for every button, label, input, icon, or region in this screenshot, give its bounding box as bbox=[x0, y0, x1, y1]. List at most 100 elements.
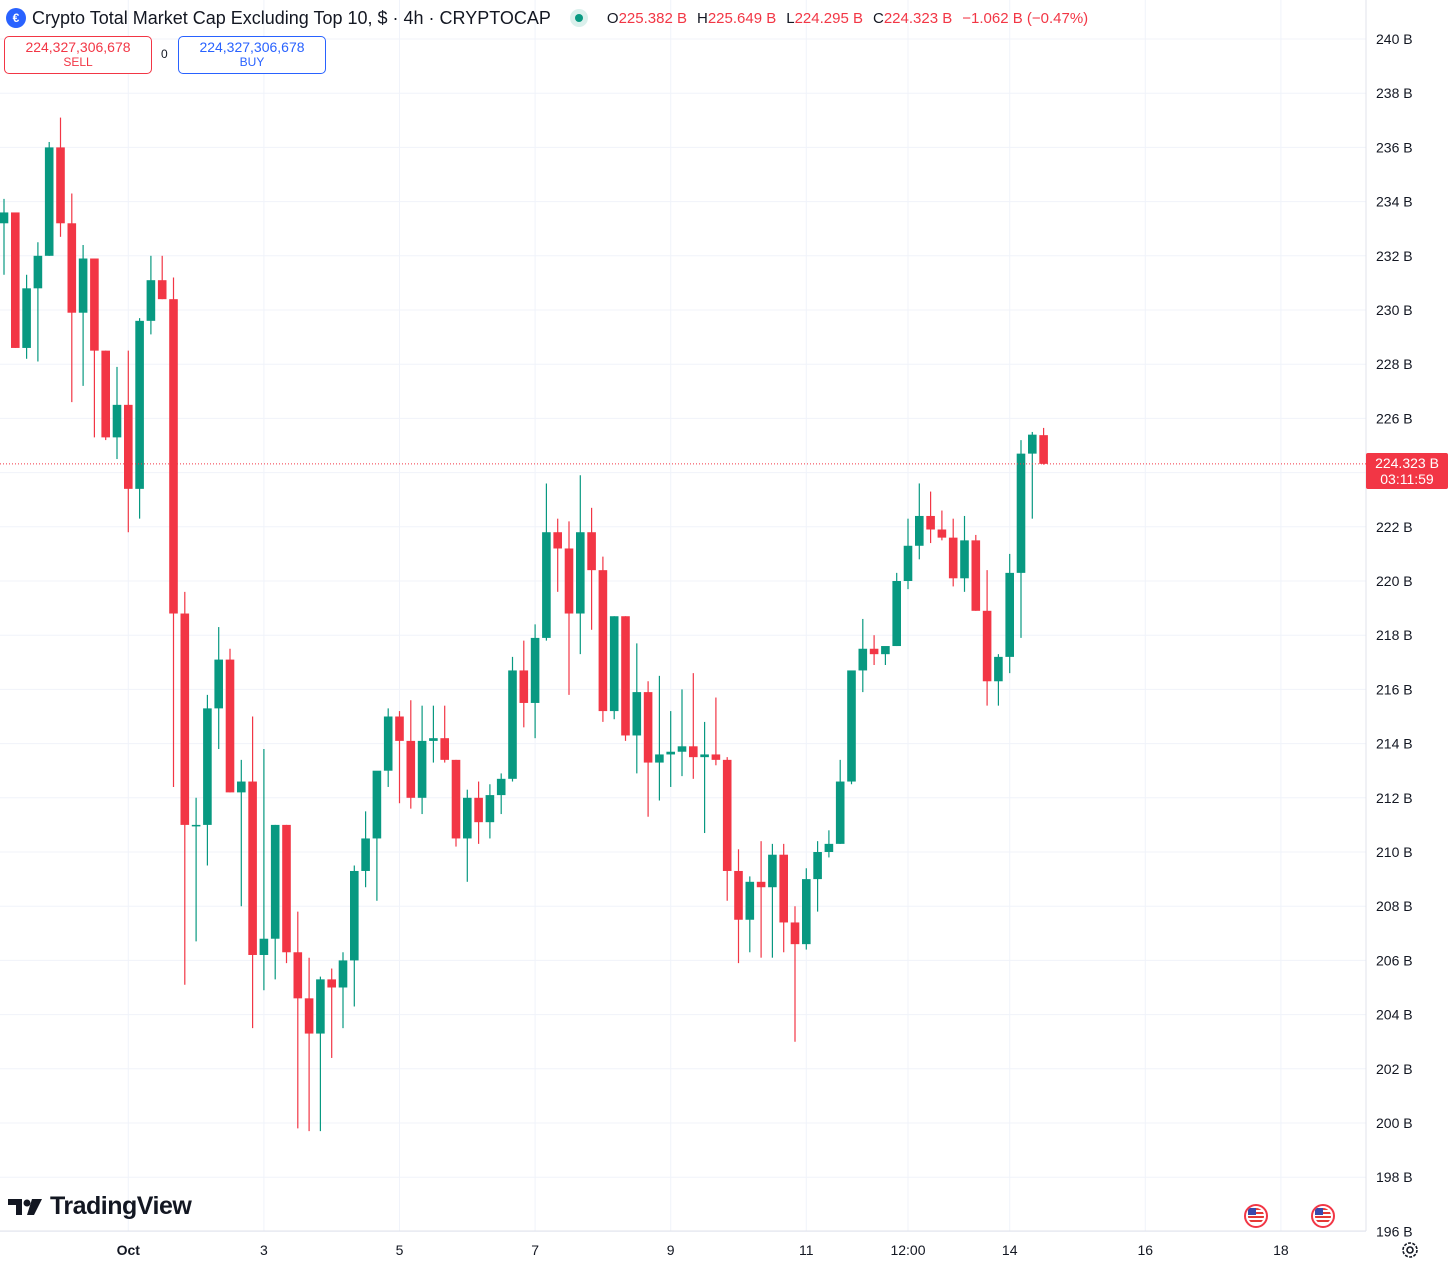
sell-button[interactable]: 224,327,306,678 SELL bbox=[4, 36, 152, 74]
candle-body bbox=[496, 778, 506, 796]
candle-body bbox=[790, 922, 800, 945]
tradingview-logo[interactable]: TradingView bbox=[8, 1192, 192, 1221]
y-tick-label: 220 B bbox=[1376, 573, 1413, 589]
candle-body bbox=[90, 258, 99, 351]
candle-body bbox=[553, 532, 562, 549]
candle-body bbox=[1028, 434, 1037, 454]
candle-body bbox=[948, 537, 958, 579]
y-tick-label: 238 B bbox=[1376, 85, 1413, 101]
candle-body bbox=[711, 754, 721, 760]
x-tick-label: 5 bbox=[396, 1242, 404, 1258]
change-value: −1.062 B (−0.47%) bbox=[962, 9, 1089, 27]
close-label: C bbox=[872, 9, 884, 27]
candle-body bbox=[11, 212, 20, 348]
low-label: L bbox=[786, 9, 795, 27]
candle-body bbox=[542, 532, 551, 638]
candle-body bbox=[564, 548, 574, 614]
candle-body bbox=[745, 881, 755, 920]
candle-body bbox=[191, 824, 201, 827]
us-flag-icon[interactable] bbox=[1311, 1204, 1335, 1228]
candle-body bbox=[293, 952, 303, 999]
candle-body bbox=[530, 637, 540, 703]
y-tick-label: 234 B bbox=[1376, 194, 1413, 210]
ohlc-values: O225.382 B H225.649 B L224.295 B C224.32… bbox=[607, 10, 1088, 27]
y-tick-label: 208 B bbox=[1376, 898, 1413, 914]
candle-body bbox=[982, 610, 992, 682]
buy-price: 224,327,306,678 bbox=[199, 39, 305, 55]
crypto-logo-icon: € bbox=[6, 8, 26, 28]
x-tick-label: 14 bbox=[1002, 1242, 1018, 1258]
candle-body bbox=[101, 350, 110, 438]
chart-header: € Crypto Total Market Cap Excluding Top … bbox=[0, 0, 1088, 36]
y-tick-label: 232 B bbox=[1376, 248, 1413, 264]
candle-body bbox=[157, 280, 167, 300]
candle-body bbox=[316, 979, 325, 1034]
y-tick-label: 228 B bbox=[1376, 356, 1413, 372]
buy-button[interactable]: 224,327,306,678 BUY bbox=[178, 36, 326, 74]
candle-body bbox=[1016, 453, 1026, 573]
candle-body bbox=[587, 532, 596, 571]
candle-body bbox=[112, 404, 122, 438]
candle-body bbox=[361, 838, 370, 871]
candle-body bbox=[214, 659, 223, 709]
candle-body bbox=[429, 738, 438, 741]
y-tick-label: 236 B bbox=[1376, 139, 1413, 155]
candle-body bbox=[327, 979, 336, 988]
candle-body bbox=[451, 759, 461, 839]
candle-body bbox=[44, 147, 54, 256]
candle-body bbox=[474, 797, 483, 823]
candle-body bbox=[666, 751, 675, 755]
y-tick-label: 216 B bbox=[1376, 681, 1413, 697]
y-tick-label: 198 B bbox=[1376, 1169, 1413, 1185]
candle-body bbox=[734, 870, 743, 920]
candle-body bbox=[338, 960, 348, 988]
candle-body bbox=[350, 870, 359, 961]
y-tick-label: 218 B bbox=[1376, 627, 1413, 643]
candle-body bbox=[485, 795, 495, 823]
candle-body bbox=[915, 515, 924, 546]
symbol-title[interactable]: Crypto Total Market Cap Excluding Top 10… bbox=[32, 7, 551, 28]
close-value: 224.323 B bbox=[883, 9, 953, 27]
candle-body bbox=[463, 797, 472, 839]
candle-body bbox=[282, 824, 291, 953]
candle-body bbox=[722, 759, 732, 871]
candle-body bbox=[937, 529, 947, 538]
sell-price: 224,327,306,678 bbox=[25, 39, 131, 55]
x-tick-label: 18 bbox=[1273, 1242, 1289, 1258]
candle-body bbox=[56, 147, 65, 224]
candle-body bbox=[203, 708, 212, 825]
last-price-tag: 224.323 B 03:11:59 bbox=[1366, 453, 1448, 489]
candle-body bbox=[802, 879, 811, 945]
candle-body bbox=[881, 646, 890, 655]
candle-body bbox=[440, 738, 449, 760]
y-tick-label: 212 B bbox=[1376, 790, 1413, 806]
candle-body bbox=[869, 648, 879, 655]
open-value: 225.382 B bbox=[618, 9, 687, 27]
candle-body bbox=[406, 740, 416, 798]
last-price-value: 224.323 B bbox=[1375, 455, 1439, 471]
candle-body bbox=[756, 881, 766, 888]
candle-body bbox=[994, 656, 1003, 682]
gear-icon[interactable] bbox=[1400, 1240, 1420, 1260]
candle-body bbox=[576, 532, 585, 614]
candle-body bbox=[598, 570, 608, 712]
candle-body bbox=[858, 648, 868, 671]
candle-body bbox=[169, 299, 178, 614]
candle-body bbox=[926, 515, 935, 530]
x-tick-label: 16 bbox=[1138, 1242, 1154, 1258]
y-tick-label: 222 B bbox=[1376, 519, 1413, 535]
candle-body bbox=[519, 670, 529, 703]
candle-body bbox=[677, 746, 687, 752]
y-tick-label: 210 B bbox=[1376, 844, 1413, 860]
x-tick-label: 3 bbox=[260, 1242, 268, 1258]
x-tick-label: 9 bbox=[667, 1242, 675, 1258]
candle-body bbox=[33, 255, 43, 289]
candle-body bbox=[248, 781, 257, 955]
y-tick-label: 226 B bbox=[1376, 410, 1413, 426]
spread-value: 0 bbox=[161, 47, 168, 61]
y-tick-label: 202 B bbox=[1376, 1061, 1413, 1077]
candle-body bbox=[609, 616, 619, 712]
candle-body bbox=[508, 670, 517, 779]
us-flag-icon[interactable] bbox=[1244, 1204, 1268, 1228]
